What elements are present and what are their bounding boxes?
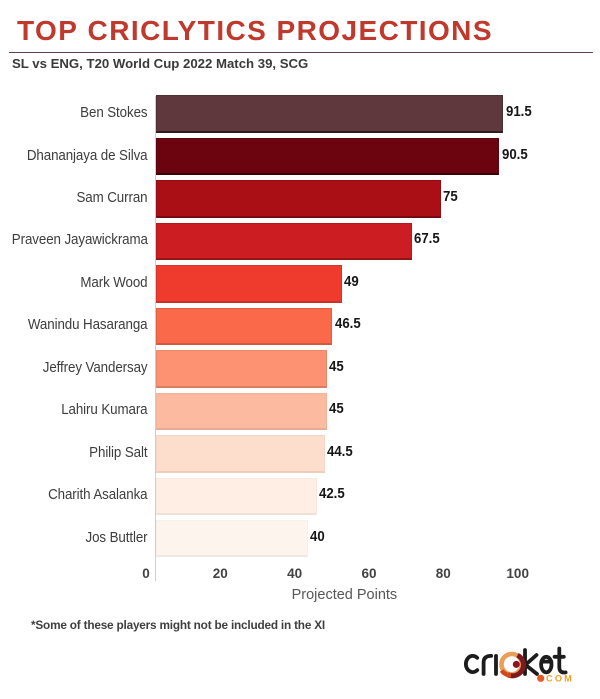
svg-text:COM: COM [546,673,574,683]
